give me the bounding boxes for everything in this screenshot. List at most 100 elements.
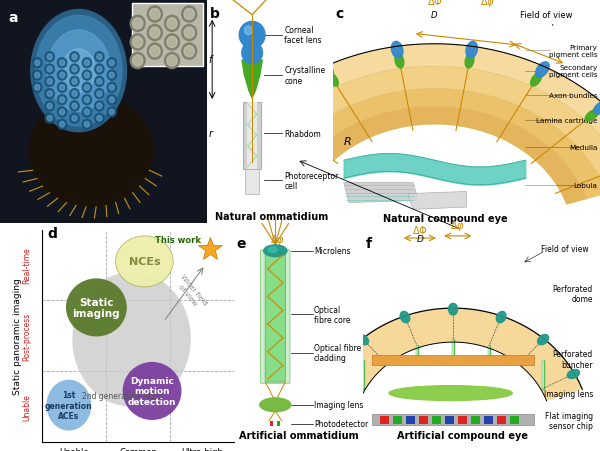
Polygon shape — [344, 183, 418, 203]
Ellipse shape — [35, 61, 40, 66]
Ellipse shape — [58, 96, 67, 106]
Ellipse shape — [82, 96, 92, 106]
Ellipse shape — [59, 73, 65, 78]
Bar — [373, 355, 533, 366]
Ellipse shape — [268, 248, 277, 253]
Text: Real-time: Real-time — [22, 247, 31, 284]
Ellipse shape — [85, 98, 89, 103]
Ellipse shape — [260, 398, 291, 412]
Ellipse shape — [270, 110, 284, 121]
Ellipse shape — [130, 53, 145, 69]
Ellipse shape — [109, 73, 115, 78]
Ellipse shape — [47, 31, 110, 112]
Ellipse shape — [358, 335, 368, 345]
Ellipse shape — [59, 98, 65, 103]
Ellipse shape — [70, 65, 79, 75]
Ellipse shape — [47, 79, 52, 85]
Text: Photoreceptor
cell: Photoreceptor cell — [284, 171, 338, 190]
Ellipse shape — [182, 44, 197, 60]
Bar — [277, 421, 280, 426]
Ellipse shape — [107, 96, 116, 106]
Text: r: r — [208, 129, 212, 139]
Ellipse shape — [82, 59, 92, 69]
Ellipse shape — [47, 67, 52, 73]
Text: $\Delta\Phi$: $\Delta\Phi$ — [412, 223, 428, 235]
Text: Post-process: Post-process — [22, 312, 31, 360]
Ellipse shape — [327, 74, 338, 87]
Ellipse shape — [82, 108, 92, 118]
Bar — [133, 5, 203, 67]
Text: 2nd generation ACEs: 2nd generation ACEs — [82, 391, 162, 400]
Polygon shape — [282, 107, 587, 205]
Ellipse shape — [391, 42, 403, 59]
Bar — [380, 417, 389, 424]
Ellipse shape — [130, 16, 145, 32]
Ellipse shape — [45, 77, 55, 87]
Ellipse shape — [184, 28, 194, 39]
Polygon shape — [236, 67, 600, 194]
Text: Lobula: Lobula — [574, 182, 598, 188]
Ellipse shape — [82, 71, 92, 81]
Text: Field of view: Field of view — [520, 11, 572, 27]
FancyBboxPatch shape — [260, 250, 290, 383]
Ellipse shape — [95, 89, 104, 100]
Ellipse shape — [107, 108, 116, 118]
Ellipse shape — [82, 83, 92, 93]
Text: Corneal
facet lens: Corneal facet lens — [284, 26, 322, 46]
Bar — [510, 417, 520, 424]
Text: Perforated
dome: Perforated dome — [553, 284, 593, 303]
Text: c: c — [335, 7, 344, 21]
Ellipse shape — [109, 110, 115, 115]
Ellipse shape — [133, 56, 143, 67]
Text: f: f — [208, 55, 212, 65]
Ellipse shape — [148, 7, 162, 23]
Ellipse shape — [95, 101, 104, 112]
Ellipse shape — [47, 116, 52, 122]
Text: Optical fibre
cladding: Optical fibre cladding — [314, 343, 361, 363]
Ellipse shape — [109, 98, 115, 103]
Text: Artificial compound eye: Artificial compound eye — [397, 430, 528, 440]
Ellipse shape — [164, 16, 179, 32]
Text: This work: This work — [155, 235, 200, 244]
Ellipse shape — [109, 61, 115, 66]
Polygon shape — [262, 89, 600, 200]
Ellipse shape — [184, 9, 194, 21]
Ellipse shape — [58, 59, 67, 69]
Text: Static
imaging: Static imaging — [73, 297, 120, 318]
Text: D: D — [431, 11, 438, 20]
Ellipse shape — [70, 101, 79, 112]
Ellipse shape — [45, 89, 55, 100]
Ellipse shape — [465, 55, 474, 69]
Text: Artificial ommatidium: Artificial ommatidium — [239, 430, 358, 440]
Text: Microlens: Microlens — [314, 247, 350, 256]
Text: NCEs: NCEs — [128, 257, 160, 267]
Ellipse shape — [32, 71, 42, 81]
Ellipse shape — [59, 122, 65, 128]
Ellipse shape — [496, 312, 506, 323]
FancyBboxPatch shape — [265, 252, 286, 382]
Bar — [484, 417, 493, 424]
Bar — [392, 417, 402, 424]
Text: Photodetector: Photodetector — [314, 419, 368, 428]
Ellipse shape — [109, 85, 115, 91]
Ellipse shape — [97, 67, 102, 73]
Text: Static panoramic imaging: Static panoramic imaging — [13, 278, 22, 394]
Ellipse shape — [58, 71, 67, 81]
Text: Flat imaging
sensor chip: Flat imaging sensor chip — [545, 411, 593, 430]
Text: Axon bundles: Axon bundles — [548, 93, 598, 99]
Ellipse shape — [58, 83, 67, 93]
Ellipse shape — [31, 10, 127, 133]
Ellipse shape — [389, 386, 512, 400]
Ellipse shape — [70, 89, 79, 100]
Ellipse shape — [85, 73, 89, 78]
Ellipse shape — [72, 67, 77, 73]
Ellipse shape — [47, 55, 52, 60]
Ellipse shape — [97, 116, 102, 122]
Text: Primary
pigment cells: Primary pigment cells — [549, 45, 598, 58]
Text: Unable: Unable — [22, 393, 31, 420]
Text: R: R — [344, 137, 352, 147]
Bar — [445, 417, 454, 424]
Ellipse shape — [530, 74, 542, 87]
Ellipse shape — [149, 46, 160, 58]
Ellipse shape — [85, 110, 89, 115]
